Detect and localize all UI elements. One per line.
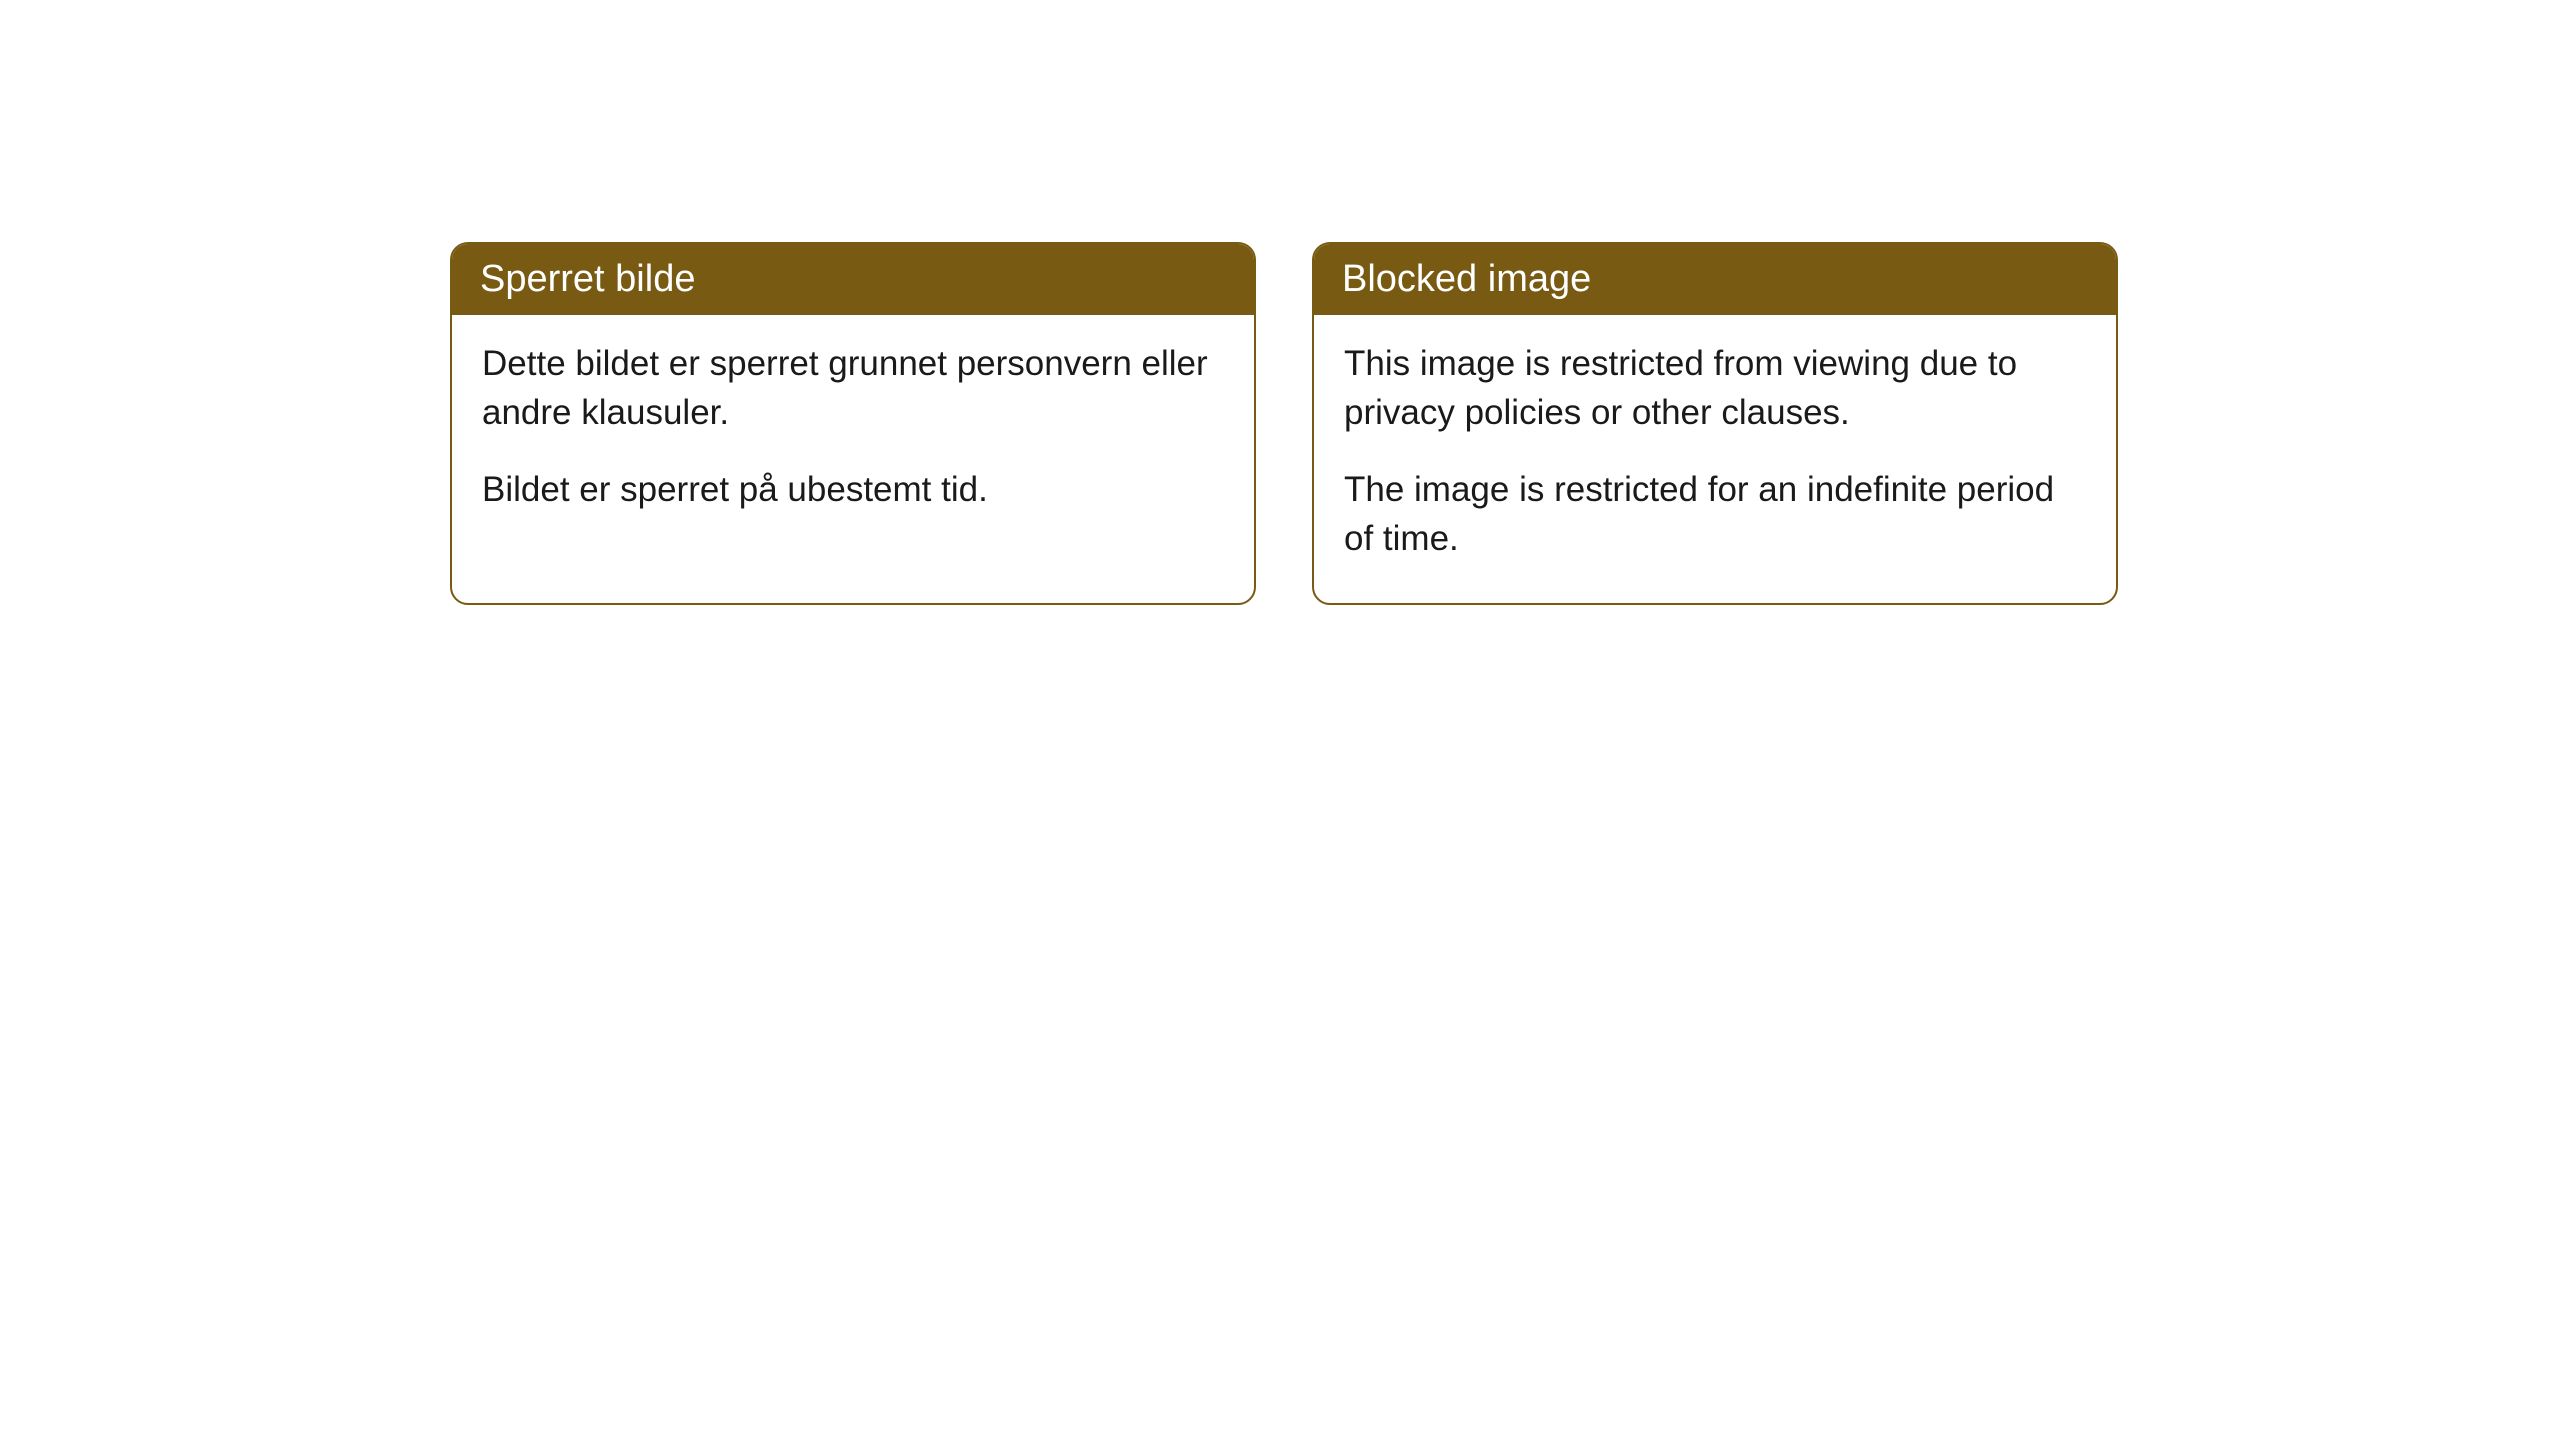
card-body-norwegian: Dette bildet er sperret grunnet personve… (452, 315, 1254, 554)
notice-cards-container: Sperret bilde Dette bildet er sperret gr… (450, 242, 2118, 605)
card-body-english: This image is restricted from viewing du… (1314, 315, 2116, 603)
card-paragraph: The image is restricted for an indefinit… (1344, 465, 2086, 563)
card-header-norwegian: Sperret bilde (452, 244, 1254, 315)
card-header-english: Blocked image (1314, 244, 2116, 315)
card-paragraph: Dette bildet er sperret grunnet personve… (482, 339, 1224, 437)
card-paragraph: Bildet er sperret på ubestemt tid. (482, 465, 1224, 514)
notice-card-english: Blocked image This image is restricted f… (1312, 242, 2118, 605)
card-title: Sperret bilde (480, 258, 695, 300)
notice-card-norwegian: Sperret bilde Dette bildet er sperret gr… (450, 242, 1256, 605)
card-paragraph: This image is restricted from viewing du… (1344, 339, 2086, 437)
card-title: Blocked image (1342, 258, 1591, 300)
